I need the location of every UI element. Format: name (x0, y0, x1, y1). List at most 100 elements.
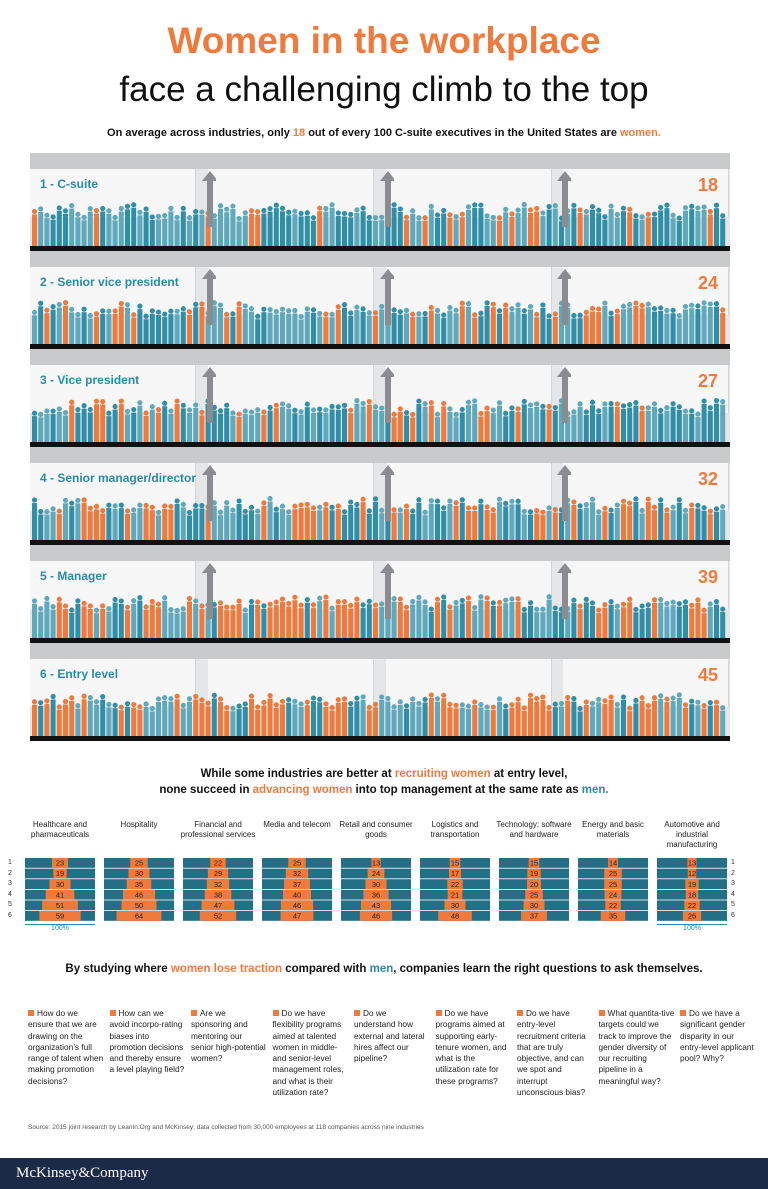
question-text: Do we have entry-level recruitment crite… (517, 1008, 586, 1098)
women-bar (527, 868, 541, 879)
woman-figure (534, 311, 540, 344)
woman-figure (546, 403, 552, 442)
women-value-label: 40 (293, 890, 301, 899)
man-figure (62, 497, 69, 540)
man-figure (645, 301, 651, 344)
man-figure (354, 695, 360, 736)
woman-figure (645, 702, 651, 736)
man-figure (112, 214, 118, 246)
man-figure (304, 596, 310, 638)
industry-chart: Energy and basic materials 14 25 25 24 22 35 (572, 820, 654, 924)
woman-figure (447, 212, 453, 246)
woman-figure (490, 507, 496, 540)
man-figure (676, 600, 682, 638)
man-figure (478, 701, 484, 736)
man-figure (75, 497, 81, 540)
man-figure (583, 409, 589, 442)
women-bar (288, 858, 306, 868)
man-figure (589, 700, 596, 736)
level-label: 3 - Vice president (40, 373, 140, 387)
man-figure (552, 701, 558, 736)
up-arrow (380, 269, 394, 325)
woman-figure (583, 699, 589, 736)
man-figure (720, 503, 726, 540)
level-number: 6 (8, 911, 12, 919)
man-figure (360, 306, 366, 344)
woman-figure (323, 594, 329, 638)
man-figure (242, 303, 248, 344)
woman-figure (310, 602, 317, 638)
man-figure (149, 214, 155, 246)
man-figure (720, 399, 726, 442)
man-figure (670, 212, 676, 246)
level-number: 1 (8, 859, 12, 866)
man-figure (186, 407, 193, 442)
man-figure (540, 210, 546, 246)
man-figure (434, 307, 441, 344)
man-figure (676, 215, 682, 246)
woman-figure (459, 211, 465, 246)
woman-figure (596, 607, 602, 638)
man-figure (397, 699, 403, 736)
man-figure (689, 698, 695, 736)
window (208, 267, 374, 315)
floor-1: 1 - C-suite 18 (30, 153, 730, 251)
woman-figure (155, 601, 162, 638)
man-figure (62, 409, 69, 442)
man-figure (416, 311, 422, 344)
section2-line1: While some industries are better at recr… (0, 766, 768, 782)
woman-figure (651, 504, 658, 540)
s2-l1-pre: While some industries are better at (200, 768, 395, 780)
man-figure (87, 694, 93, 736)
crowd-figures (31, 495, 726, 540)
woman-figure (447, 701, 453, 736)
woman-figure (93, 311, 100, 344)
man-figure (397, 309, 403, 344)
women-bar (449, 868, 461, 879)
man-figure (521, 201, 527, 246)
man-figure (614, 211, 620, 246)
man-figure (38, 605, 44, 638)
women-value-label: 25 (530, 890, 538, 899)
woman-figure (540, 694, 546, 736)
man-figure (521, 508, 527, 540)
man-figure (546, 203, 552, 246)
women-bar (449, 858, 461, 868)
woman-figure (633, 300, 639, 344)
women-bar (521, 911, 547, 921)
woman-figure (354, 596, 360, 638)
women-bar (608, 858, 618, 868)
man-figure (465, 399, 472, 442)
man-figure (515, 498, 521, 540)
man-figure (31, 598, 38, 638)
man-figure (577, 401, 583, 442)
level-label: 6 - Entry level (40, 667, 119, 681)
man-figure (273, 506, 279, 540)
window (30, 463, 196, 511)
bullet-square-icon (354, 1010, 360, 1016)
woman-figure (410, 411, 416, 442)
industry-name: Media and telecom (263, 820, 331, 829)
woman-figure (186, 309, 193, 344)
man-figure (31, 410, 38, 442)
man-figure (38, 206, 44, 246)
woman-figure (143, 502, 149, 540)
woman-figure (602, 698, 608, 736)
woman-figure (701, 702, 707, 736)
man-figure (682, 408, 689, 442)
crowd-figures (31, 201, 726, 246)
man-figure (645, 602, 651, 638)
woman-figure (453, 702, 459, 736)
woman-figure (292, 594, 298, 638)
women-bar (363, 889, 389, 900)
woman-figure (720, 307, 726, 344)
man-figure (155, 213, 162, 246)
man-figure (137, 594, 143, 638)
women-bar (365, 879, 387, 889)
man-figure (701, 398, 707, 442)
level-number: 5 (8, 901, 12, 909)
man-figure (50, 604, 56, 638)
man-figure (552, 202, 558, 246)
man-figure (434, 212, 441, 246)
